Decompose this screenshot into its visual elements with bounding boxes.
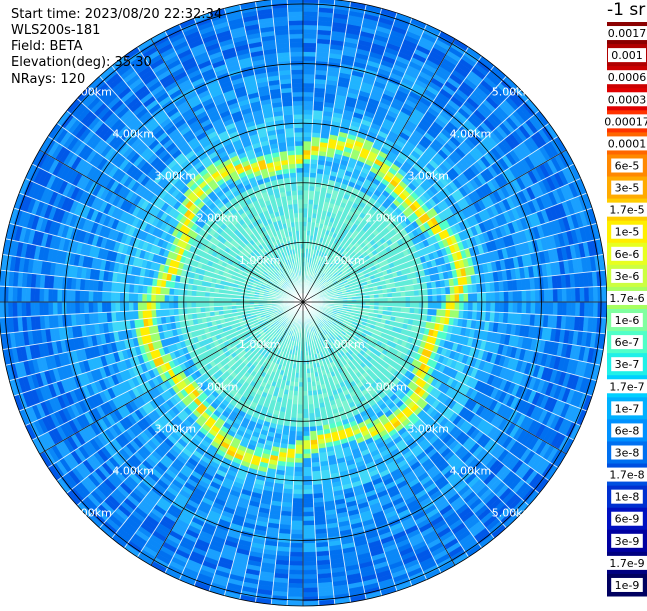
elevation-label: Elevation(deg): 35.30 <box>11 55 152 70</box>
colorbar-label-bg <box>611 533 643 548</box>
nrays-label: NRays: 120 <box>11 72 86 87</box>
colorbar-label: 6e-7 <box>615 336 640 349</box>
colorbar-label-bg <box>607 70 647 85</box>
ring-label: 5.00km <box>492 507 534 520</box>
ring-label: 4.00km <box>112 127 154 140</box>
colorbar-label: 1.7e-5 <box>609 204 644 217</box>
colorbar-label-bg <box>611 511 643 526</box>
azimuth-spoke <box>150 301 304 566</box>
colorbar-label-bg <box>611 445 643 460</box>
colorbar-label: 3e-9 <box>615 535 640 548</box>
colorbar-label: 0.00017 <box>604 115 647 128</box>
ring-label: 3.00km <box>155 422 197 435</box>
ring-label: 3.00km <box>155 170 197 183</box>
colorbar-label: 1e-6 <box>615 314 640 327</box>
start-time-label: Start time: 2023/08/20 22:32:34 <box>11 7 223 22</box>
ring-label: 3.00km <box>407 170 449 183</box>
colorbar-label-bg <box>611 268 643 283</box>
colorbar-label-bg <box>611 313 643 328</box>
colorbar-label: 6e-9 <box>615 513 640 526</box>
ring-label: 4.00km <box>112 465 154 478</box>
colorbar-label: 1e-8 <box>615 491 640 504</box>
colorbar-label-bg <box>607 202 647 217</box>
ring-label: 5.00km <box>492 85 534 98</box>
colorbar-label: 0.0003 <box>608 93 647 106</box>
ring-label: 5.00km <box>70 85 112 98</box>
colorbar-label-bg <box>611 401 643 416</box>
colorbar-label: 1e-9 <box>615 579 640 592</box>
ring-label: 4.00km <box>450 465 492 478</box>
colorbar-label-bg <box>611 489 643 504</box>
colorbar-label: 0.0017 <box>608 27 647 40</box>
colorbar-label: 1e-5 <box>615 226 640 239</box>
colorbar-label: 1.7e-8 <box>609 469 644 482</box>
colorbar-label-bg <box>607 290 647 305</box>
colorbar-label: 0.001 <box>611 49 643 62</box>
ring-label: 2.00km <box>197 212 239 225</box>
ring-label: 5.00km <box>70 507 112 520</box>
ring-label: 1.00km <box>239 254 281 267</box>
azimuth-spoke <box>39 149 304 303</box>
colorbar-label-bg <box>607 114 647 129</box>
colorbar-label: 6e-5 <box>615 160 640 173</box>
colorbar-label: 1e-7 <box>615 402 640 415</box>
colorbar-label: 3e-5 <box>615 182 640 195</box>
colorbar-label: 3e-6 <box>615 270 640 283</box>
ring-label: 3.00km <box>407 422 449 435</box>
colorbar-label: 1.7e-7 <box>609 380 644 393</box>
colorbar-label: 0.0006 <box>608 71 647 84</box>
azimuth-spoke <box>302 149 567 303</box>
field-label: Field: BETA <box>11 39 83 54</box>
ring-label: 2.00km <box>197 380 239 393</box>
ring-label: 4.00km <box>450 127 492 140</box>
azimuth-spoke <box>302 38 456 303</box>
ring-label: 1.00km <box>323 338 365 351</box>
colorbar-label-bg <box>607 467 647 482</box>
ppi-field <box>0 0 607 606</box>
colorbar-label-bg <box>607 92 647 107</box>
colorbar-label-bg <box>611 357 643 372</box>
colorbar-label-bg <box>607 136 647 151</box>
azimuth-spoke <box>302 301 456 566</box>
colorbar-label-bg <box>607 379 647 394</box>
colorbar-label-bg <box>611 335 643 350</box>
colorbar-label: 3e-8 <box>615 447 640 460</box>
colorbar-label-bg <box>607 555 647 570</box>
azimuth-spoke <box>39 301 304 455</box>
azimuth-spoke <box>150 38 304 303</box>
colorbar-label: 6e-6 <box>615 248 640 261</box>
instrument-label: WLS200s-181 <box>11 23 101 38</box>
colorbar-label: 1.7e-6 <box>609 292 644 305</box>
azimuth-spoke <box>302 301 567 455</box>
colorbar-label: 1.7e-9 <box>609 557 644 570</box>
colorbar-label-bg <box>611 577 643 592</box>
colorbar-label-bg <box>611 224 643 239</box>
colorbar-label-bg <box>607 26 647 41</box>
colorbar-label: 0.0001 <box>608 137 647 150</box>
ring-label: 2.00km <box>365 212 407 225</box>
ring-label: 1.00km <box>239 338 281 351</box>
colorbar-label-bg <box>611 246 643 261</box>
colorbar-label-bg <box>608 48 646 63</box>
colorbar-label-bg <box>611 423 643 438</box>
ring-label: 2.00km <box>365 380 407 393</box>
ring-label: 1.00km <box>323 254 365 267</box>
colorbar-label-bg <box>611 180 643 195</box>
colorbar-unit: -1 sr <box>607 0 646 20</box>
colorbar-label: 3e-7 <box>615 358 640 371</box>
colorbar-label: 6e-8 <box>615 424 640 437</box>
colorbar-label-bg <box>611 158 643 173</box>
